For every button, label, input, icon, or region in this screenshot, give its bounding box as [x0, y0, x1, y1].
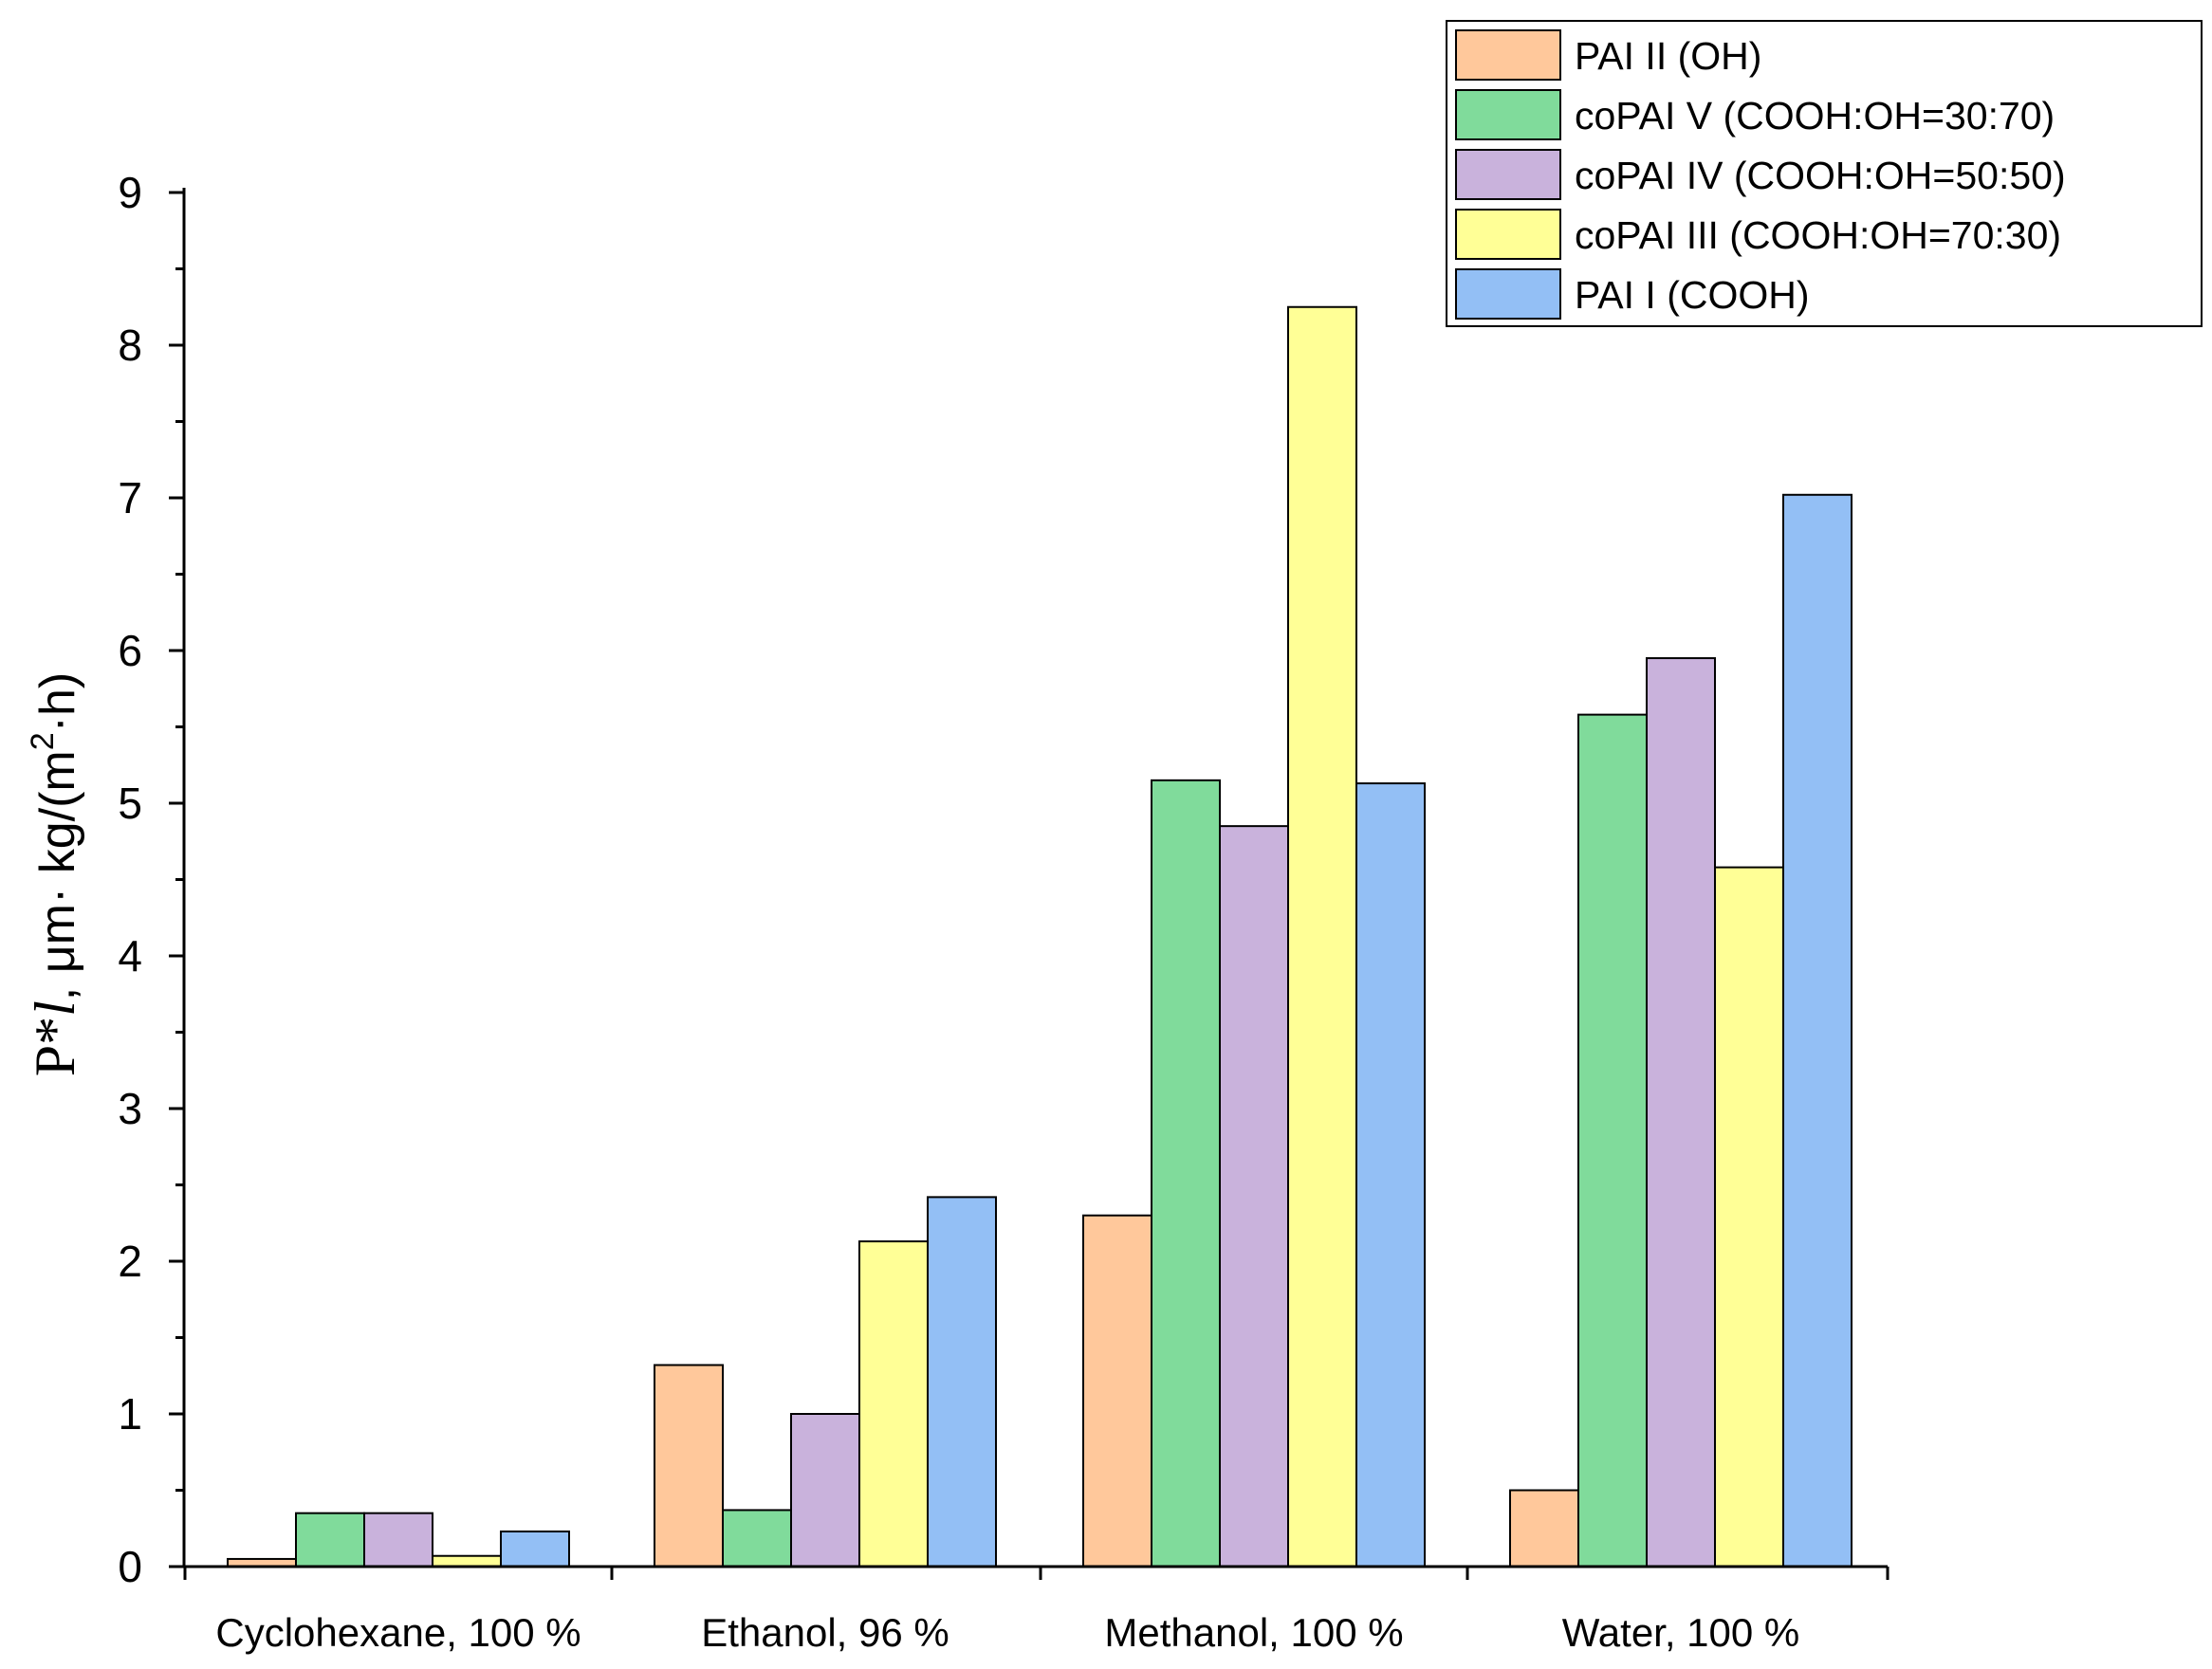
- bar-4-series-3: [1646, 657, 1716, 1568]
- x-category-label-1: Cyclohexane, 100 %: [215, 1610, 581, 1655]
- legend-label-4: coPAI III (COOH:OH=70:30): [1575, 213, 2061, 257]
- bar-2-series-3: [790, 1413, 860, 1568]
- legend-label-1: PAI II (OH): [1575, 34, 1761, 78]
- bar-2-series-4: [858, 1240, 929, 1568]
- bar-2-series-5: [927, 1196, 997, 1568]
- bar-1-series-3: [363, 1512, 433, 1568]
- x-category-label-4: Water, 100 %: [1562, 1610, 1800, 1655]
- bar-1-series-2: [295, 1512, 365, 1568]
- bar-2-series-1: [654, 1364, 724, 1568]
- bar-2-series-2: [722, 1509, 792, 1568]
- y-tick-label-3: 3: [118, 1084, 142, 1133]
- legend: PAI II (OH) coPAI V (COOH:OH=30:70) coPAI …: [1446, 20, 2203, 327]
- bar-3-series-2: [1151, 779, 1221, 1568]
- y-tick-label-8: 8: [118, 321, 142, 370]
- bar-3-series-4: [1287, 305, 1357, 1568]
- bar-3-series-1: [1082, 1214, 1152, 1568]
- bar-1-series-4: [432, 1554, 502, 1568]
- legend-swatch-3: [1455, 149, 1561, 200]
- legend-swatch-4: [1455, 209, 1561, 260]
- y-tick-label-9: 9: [118, 168, 142, 217]
- axes-group: 0 1 2 3 4 5 6 7 8 9 Cyclohexane, 100 % Ethanol, 96 …: [118, 168, 1889, 1655]
- bar-3-series-3: [1219, 825, 1289, 1568]
- legend-label-3: coPAI IV (COOH:OH=50:50): [1575, 154, 2066, 197]
- legend-box: [1446, 20, 2203, 327]
- bar-4-series-5: [1782, 493, 1853, 1568]
- bars-group: [227, 305, 1853, 1568]
- y-tick-label-5: 5: [118, 779, 142, 828]
- y-tick-label-6: 6: [118, 626, 142, 675]
- y-label-tail: ·h): [30, 672, 85, 733]
- bar-4-series-1: [1509, 1489, 1579, 1568]
- legend-swatch-2: [1455, 89, 1561, 140]
- y-tick-label-4: 4: [118, 931, 142, 981]
- y-tick-label-2: 2: [118, 1237, 142, 1286]
- bar-3-series-5: [1355, 782, 1426, 1568]
- legend-label-2: coPAI V (COOH:OH=30:70): [1575, 94, 2055, 138]
- y-label-prefix: P*: [24, 1017, 86, 1076]
- y-tick-label-1: 1: [118, 1389, 142, 1439]
- y-label-sup: 2: [25, 732, 61, 750]
- legend-swatch-1: [1455, 29, 1561, 81]
- y-axis-label: P*l, μm· kg/(m2·h): [24, 672, 86, 1076]
- bar-4-series-2: [1577, 713, 1648, 1568]
- bar-4-series-4: [1714, 866, 1784, 1568]
- y-axis-title: P*l, μm· kg/(m2·h): [24, 672, 86, 1076]
- bar-1-series-5: [500, 1530, 570, 1568]
- y-tick-label-7: 7: [118, 473, 142, 523]
- x-category-label-3: Methanol, 100 %: [1104, 1610, 1403, 1655]
- legend-label-5: PAI I (COOH): [1575, 273, 1810, 317]
- x-category-label-2: Ethanol, 96 %: [701, 1610, 949, 1655]
- legend-swatch-5: [1455, 268, 1561, 320]
- y-label-unit: , μm· kg/(m: [30, 750, 85, 1000]
- y-label-italic: l: [24, 1000, 86, 1017]
- y-tick-label-0: 0: [118, 1542, 142, 1591]
